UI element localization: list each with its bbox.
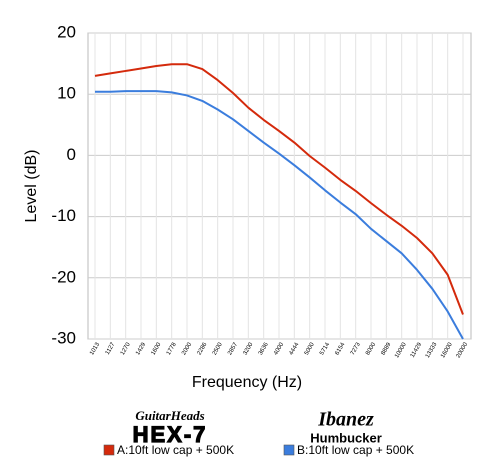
y-tick-label: 10: [57, 84, 76, 103]
logo-model: Humbucker: [310, 430, 382, 445]
x-tick-label: 1429: [135, 341, 147, 356]
x-tick-label: 3636: [258, 341, 270, 356]
legend-label: B:10ft low cap + 500K: [297, 443, 414, 457]
x-tick-label: 1013: [89, 341, 101, 356]
x-tick-label: 2286: [197, 341, 209, 356]
x-tick-label: 7273: [350, 341, 362, 356]
x-tick-label: 8000: [365, 341, 377, 356]
series-line: [94, 63, 464, 315]
x-tick-label: 20000: [456, 341, 470, 359]
y-axis-label: Level (dB): [23, 150, 40, 223]
logo-model: HEX-7: [133, 422, 208, 447]
y-tick-label: -20: [51, 267, 76, 286]
y-tick-label: 20: [57, 22, 76, 41]
legend-swatch: [103, 444, 115, 456]
x-axis-label: Frequency (Hz): [192, 374, 302, 391]
x-tick-label: 4000: [273, 341, 285, 356]
x-tick-label: 1600: [151, 341, 163, 356]
x-tick-label: 10000: [394, 341, 408, 359]
x-tick-label: 16000: [440, 341, 454, 359]
x-tick-label: 11429: [410, 341, 424, 359]
y-tick-label: -10: [51, 206, 76, 225]
x-tick-label: 13333: [425, 341, 439, 359]
x-tick-label: 1127: [105, 341, 117, 356]
legend-swatch: [283, 444, 295, 456]
x-tick-label: 1270: [120, 341, 132, 356]
series-line: [95, 90, 464, 340]
x-tick-label: 5714: [319, 341, 331, 356]
y-tick-label: -30: [51, 328, 76, 347]
x-tick-label: 5000: [304, 341, 316, 356]
x-tick-label: 4444: [289, 341, 301, 356]
logo-brand: GuitarHeads: [135, 408, 204, 423]
x-tick-label: 8889: [381, 341, 393, 356]
legend-label: A:10ft low cap + 500K: [117, 443, 234, 457]
x-tick-label: 2000: [181, 341, 193, 356]
x-tick-label: 6154: [335, 341, 347, 356]
x-tick-label: 2857: [227, 341, 239, 356]
x-tick-label: 3200: [243, 341, 255, 356]
y-tick-label: 0: [67, 145, 76, 164]
x-tick-label: 2500: [212, 341, 224, 356]
x-tick-label: 1778: [166, 341, 178, 356]
logo-brand: Ibanez: [317, 409, 374, 431]
